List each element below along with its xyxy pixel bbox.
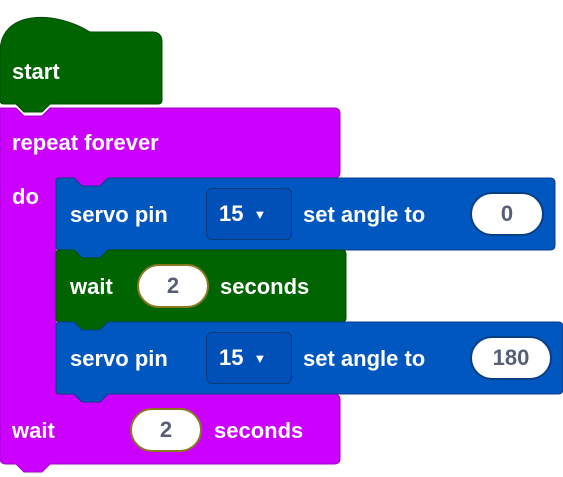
pin-dropdown[interactable]: 15 ▼	[206, 332, 292, 384]
angle-input[interactable]: 180	[470, 336, 552, 380]
pin-value: 15	[219, 201, 244, 226]
set-angle-label: set angle to	[303, 346, 426, 371]
wait-seconds-input[interactable]: 2	[130, 408, 202, 452]
seconds-label: seconds	[220, 274, 310, 299]
pin-value: 15	[219, 345, 244, 370]
angle-input[interactable]: 0	[470, 192, 544, 236]
servo-block-2[interactable]	[55, 321, 563, 403]
pin-dropdown[interactable]: 15 ▼	[206, 188, 292, 240]
caret-down-icon: ▼	[253, 206, 267, 222]
seconds-label: seconds	[214, 418, 304, 443]
servo-pin-label: servo pin	[70, 202, 168, 227]
wait-label: wait	[12, 418, 55, 443]
repeat-forever-label: repeat forever	[12, 130, 159, 155]
set-angle-label: set angle to	[303, 202, 426, 227]
do-label: do	[12, 184, 39, 209]
caret-down-icon: ▼	[253, 350, 267, 366]
wait-label: wait	[70, 274, 113, 299]
servo-pin-label: servo pin	[70, 346, 168, 371]
start-block[interactable]	[0, 16, 163, 113]
wait-seconds-input[interactable]: 2	[137, 264, 209, 308]
start-label: start	[12, 59, 60, 84]
